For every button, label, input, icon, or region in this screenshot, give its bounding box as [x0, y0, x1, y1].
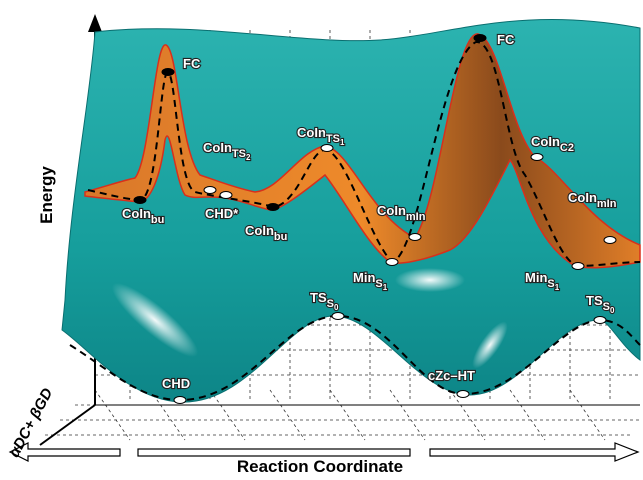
label-text: CoIn	[122, 206, 151, 221]
label-sub: TS	[326, 133, 340, 145]
label-sub: C2	[560, 142, 574, 154]
label-subsub: 1	[383, 283, 388, 292]
point-marker	[162, 69, 174, 76]
point-marker	[572, 263, 584, 270]
label-text: CoIn	[377, 203, 406, 218]
label-text: Min	[353, 270, 375, 285]
label-text: CHD*	[205, 206, 239, 221]
highlight	[395, 268, 465, 292]
point-label: FC	[183, 56, 201, 71]
label-text: FC	[183, 56, 201, 71]
y-axis-label: Energy	[37, 166, 56, 224]
label-text: CoIn	[531, 134, 560, 149]
label-sub: mIn	[406, 211, 426, 223]
label-text: Min	[525, 270, 547, 285]
label-text: FC	[497, 32, 515, 47]
point-marker	[204, 187, 216, 194]
label-text: CoIn	[245, 223, 274, 238]
label-sub: S	[375, 278, 382, 290]
point-label: CHD*	[205, 206, 239, 221]
label-sub: TS	[232, 148, 246, 160]
x-axis-label: Reaction Coordinate	[237, 457, 403, 476]
label-text: cZc–HT	[428, 368, 475, 383]
point-label: FC	[497, 32, 515, 47]
label-text: CHD	[162, 376, 190, 391]
point-marker	[321, 145, 333, 152]
point-marker	[174, 397, 186, 404]
point-marker	[604, 237, 616, 244]
label-text: CoIn	[203, 140, 232, 155]
point-marker	[220, 192, 232, 199]
point-marker	[457, 391, 469, 398]
point-marker	[386, 259, 398, 266]
label-subsub: 2	[246, 153, 251, 162]
label-text: CoIn	[297, 125, 326, 140]
point-marker	[267, 204, 279, 211]
label-text: CoIn	[568, 190, 597, 205]
label-sub: S	[327, 298, 334, 310]
label-sub: bu	[151, 214, 164, 226]
point-label: CHD	[162, 376, 190, 391]
label-sub: mIn	[597, 198, 617, 210]
label-text: TS	[310, 290, 327, 305]
label-sub: S	[547, 278, 554, 290]
point-marker	[531, 154, 543, 161]
label-subsub: 1	[340, 138, 345, 147]
label-subsub: 0	[610, 306, 615, 315]
point-marker	[594, 317, 606, 324]
point-marker	[474, 35, 486, 42]
label-sub: S	[603, 301, 610, 313]
point-label: cZc–HT	[428, 368, 475, 383]
label-subsub: 0	[334, 303, 339, 312]
energy-surface-diagram: Energy Reaction Coordinate αDC+ βGD FCFC…	[0, 0, 643, 480]
label-sub: bu	[274, 231, 287, 243]
point-marker	[134, 197, 146, 204]
point-marker	[332, 313, 344, 320]
label-text: TS	[586, 293, 603, 308]
point-marker	[409, 234, 421, 241]
label-subsub: 1	[555, 283, 560, 292]
